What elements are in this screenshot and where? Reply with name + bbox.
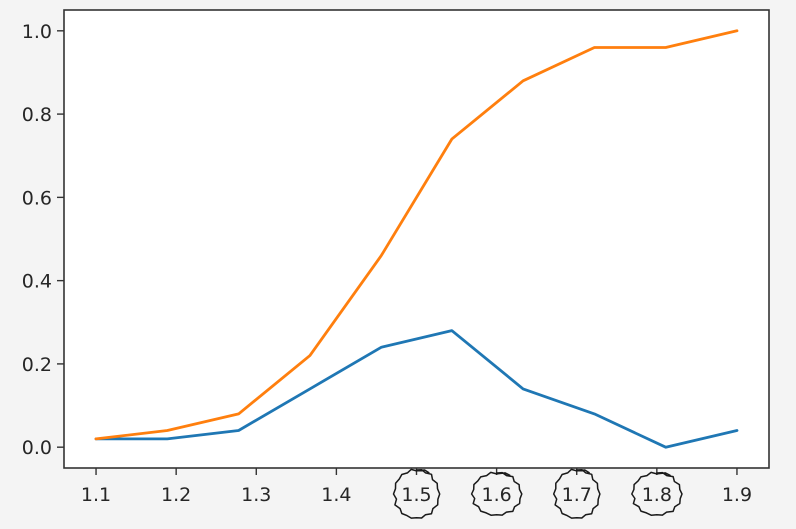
x-tick-label: 1.3 [241,484,271,506]
series-line-1 [94,329,739,449]
y-tick-label: 0.6 [22,187,52,209]
y-tick-label: 0.0 [22,437,52,459]
pen-circle-annotation [470,471,523,516]
x-tick-label: 1.7 [562,484,592,506]
pen-annotations [392,468,683,519]
y-axis: 0.0 0.2 0.4 0.6 0.8 1.0 [22,21,64,459]
x-tick-label: 1.5 [401,484,431,506]
x-tick-label: 1.9 [722,484,752,506]
plot-area [63,9,770,469]
y-tick-label: 0.4 [22,271,52,293]
y-tick-label: 0.8 [22,104,52,126]
pen-circle-annotation [631,471,683,516]
x-tick-label: 1.1 [81,484,111,506]
x-axis: 1.1 1.2 1.3 1.4 1.5 1.6 1.7 1.8 1.9 [81,468,752,506]
x-tick-label: 1.8 [642,484,672,506]
pen-circle-annotation [392,468,441,519]
series-lines [94,29,739,449]
pen-circle-annotation [552,468,601,519]
x-tick-label: 1.6 [482,484,512,506]
y-tick-label: 1.0 [22,21,52,43]
y-tick-label: 0.2 [22,354,52,376]
x-tick-label: 1.4 [321,484,351,506]
x-tick-label: 1.2 [161,484,191,506]
series-line-2 [94,29,739,441]
